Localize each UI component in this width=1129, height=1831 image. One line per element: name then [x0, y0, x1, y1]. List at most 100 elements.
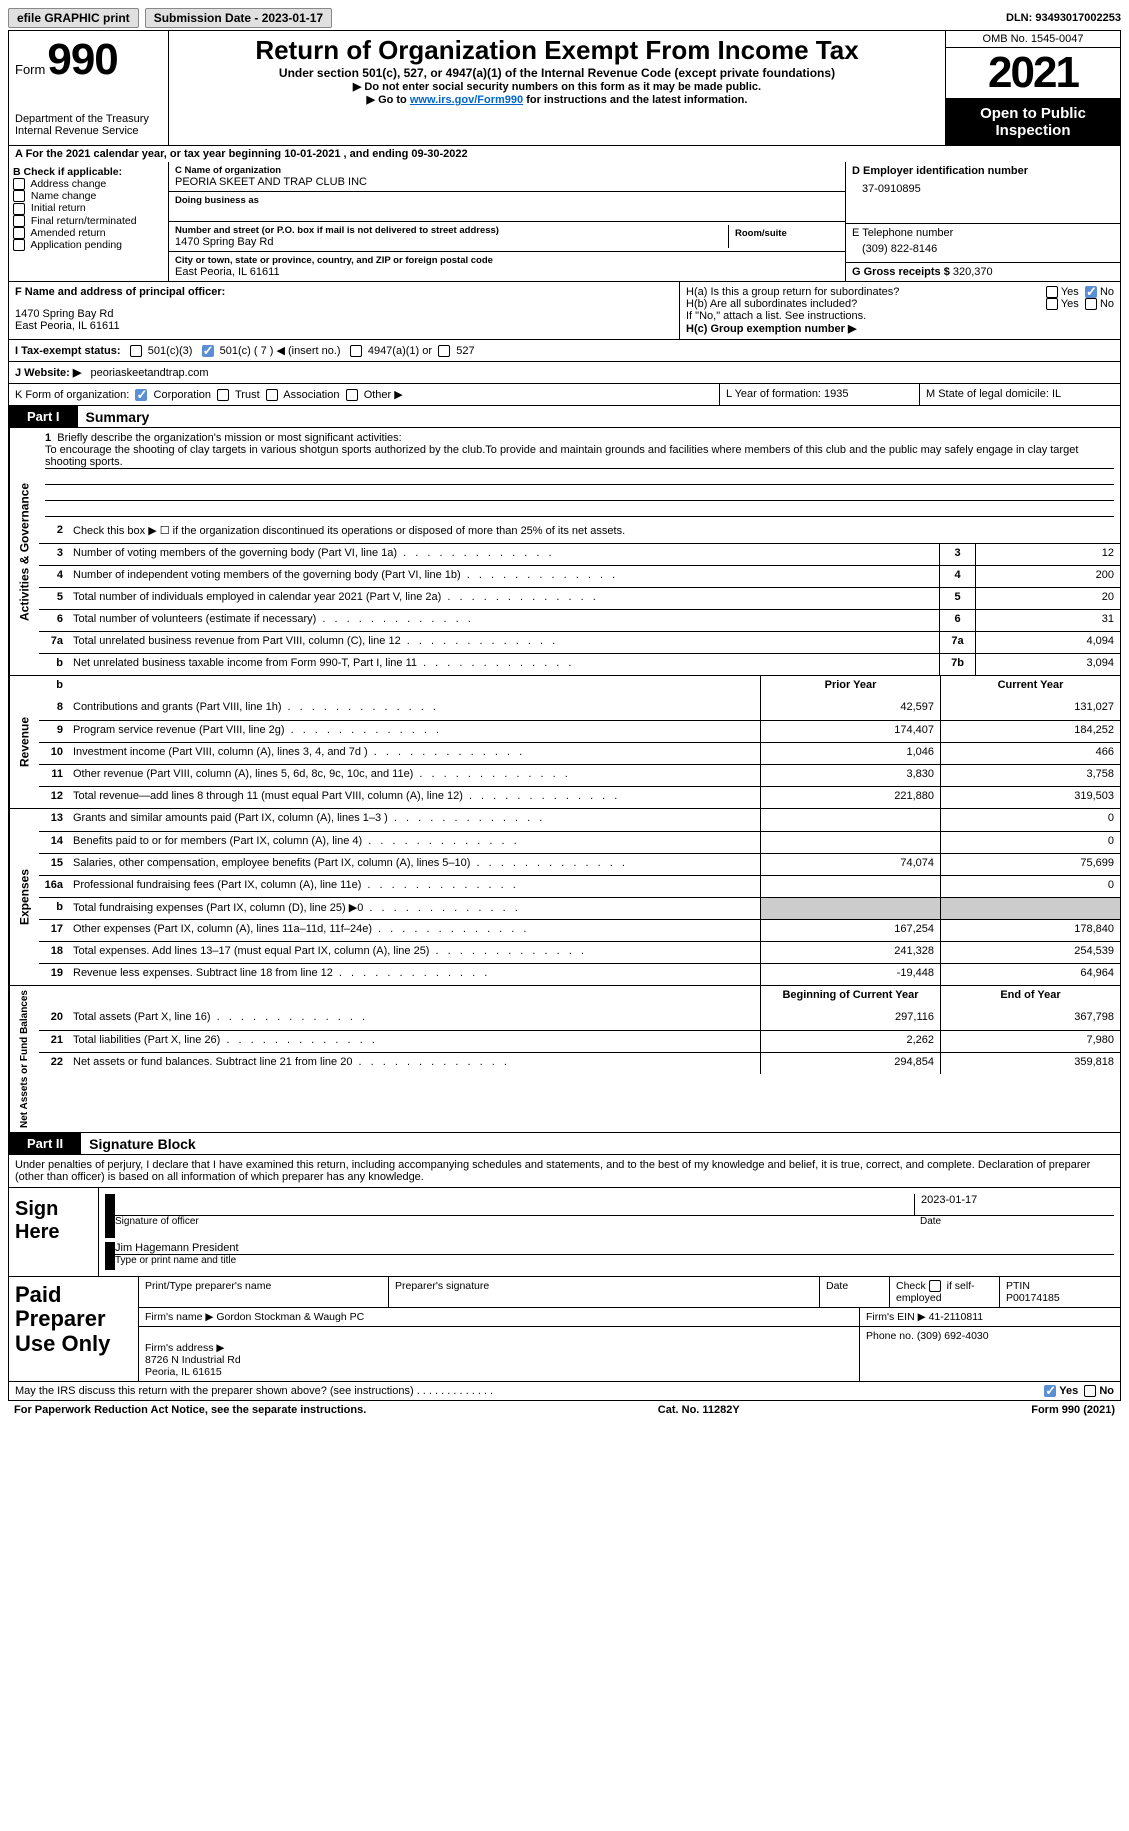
street-address: 1470 Spring Bay Rd [175, 236, 728, 248]
discuss-row: May the IRS discuss this return with the… [8, 1382, 1121, 1401]
firm-name-label: Firm's name ▶ [145, 1311, 213, 1323]
527-label: 527 [456, 345, 474, 357]
city-state-zip: East Peoria, IL 61611 [175, 266, 839, 278]
k-label: K Form of organization: [15, 389, 129, 401]
website-label: J Website: ▶ [15, 367, 81, 379]
rev-section: Revenue b Prior Year Current Year 8Contr… [8, 676, 1121, 809]
name-label: C Name of organization [175, 165, 839, 176]
instr2-pre: ▶ Go to [367, 94, 410, 106]
efile-button[interactable]: efile GRAPHIC print [8, 8, 139, 28]
other-label: Other ▶ [364, 389, 403, 401]
arrow-icon [105, 1194, 115, 1238]
row-fgh: F Name and address of principal officer:… [8, 282, 1121, 340]
b-checkbox[interactable] [13, 227, 25, 239]
website-row: J Website: ▶ peoriaskeetandtrap.com [8, 362, 1121, 384]
status-row: I Tax-exempt status: 501(c)(3) 501(c) ( … [8, 340, 1121, 362]
assoc-checkbox[interactable] [266, 389, 278, 401]
room-label: Room/suite [735, 228, 833, 239]
form-word: Form [15, 62, 45, 77]
col-b: B Check if applicable: Address change Na… [9, 162, 169, 281]
ptin-label: PTIN [1006, 1280, 1030, 1292]
summary-line: 7aTotal unrelated business revenue from … [39, 631, 1120, 653]
4947-checkbox[interactable] [350, 345, 362, 357]
dln-text: DLN: 93493017002253 [1006, 12, 1121, 24]
part2-header: Part II Signature Block [8, 1133, 1121, 1155]
501c3-label: 501(c)(3) [148, 345, 193, 357]
hb-yes-checkbox[interactable] [1046, 298, 1058, 310]
line1-label: Briefly describe the organization's miss… [57, 432, 401, 444]
gov-vlabel: Activities & Governance [9, 428, 39, 675]
ha-no-checkbox[interactable] [1085, 286, 1097, 298]
summary-line: 10Investment income (Part VIII, column (… [39, 742, 1120, 764]
501c-checkbox[interactable] [202, 345, 214, 357]
korg-row: K Form of organization: Corporation Trus… [8, 384, 1121, 406]
open-public: Open to Public Inspection [946, 99, 1120, 145]
l-year: L Year of formation: 1935 [720, 384, 920, 405]
no-label: No [1100, 286, 1114, 298]
sign-here-label: Sign Here [9, 1188, 99, 1276]
summary-line: 8Contributions and grants (Part VIII, li… [39, 698, 1120, 720]
527-checkbox[interactable] [438, 345, 450, 357]
summary-line: 16aProfessional fundraising fees (Part I… [39, 875, 1120, 897]
paperwork-notice: For Paperwork Reduction Act Notice, see … [14, 1404, 366, 1416]
begin-header: Beginning of Current Year [760, 986, 940, 1008]
tel-value: (309) 822-8146 [852, 239, 1114, 259]
firm-addr-label: Firm's address ▶ [145, 1342, 225, 1354]
yes-label3: Yes [1059, 1385, 1078, 1397]
b-checkbox[interactable] [13, 239, 25, 251]
corp-label: Corporation [154, 389, 211, 401]
b-checkbox[interactable] [13, 190, 25, 202]
arrow-icon2 [105, 1242, 115, 1270]
cat-no: Cat. No. 11282Y [658, 1404, 740, 1416]
corp-checkbox[interactable] [135, 389, 147, 401]
submission-button[interactable]: Submission Date - 2023-01-17 [145, 8, 332, 28]
type-name-label: Type or print name and title [115, 1255, 1114, 1266]
form-number: 990 [47, 35, 117, 85]
header-center: Return of Organization Exempt From Incom… [169, 31, 945, 145]
discuss-yes-checkbox[interactable] [1044, 1385, 1056, 1397]
other-checkbox[interactable] [346, 389, 358, 401]
b-label: B Check if applicable: [13, 166, 164, 178]
b-checkbox[interactable] [13, 203, 25, 215]
b-checkbox[interactable] [13, 178, 25, 190]
top-bar: efile GRAPHIC print Submission Date - 20… [8, 8, 1121, 28]
trust-checkbox[interactable] [217, 389, 229, 401]
ein-label: D Employer identification number [852, 165, 1114, 177]
b-checkbox[interactable] [13, 215, 25, 227]
summary-line: 13Grants and similar amounts paid (Part … [39, 809, 1120, 831]
discuss-text: May the IRS discuss this return with the… [15, 1385, 1044, 1397]
gross-value: 320,370 [953, 266, 993, 278]
header-left: Form 990 Department of the Treasury Inte… [9, 31, 169, 145]
summary-line: 17Other expenses (Part IX, column (A), l… [39, 919, 1120, 941]
irs-link[interactable]: www.irs.gov/Form990 [410, 94, 523, 106]
hb-label: H(b) Are all subordinates included? [686, 298, 1046, 310]
firm-name: Gordon Stockman & Waugh PC [216, 1311, 364, 1323]
penalty-text: Under penalties of perjury, I declare th… [9, 1155, 1120, 1187]
summary-line: 20Total assets (Part X, line 16)297,1163… [39, 1008, 1120, 1030]
prior-header: Prior Year [760, 676, 940, 698]
discuss-no-checkbox[interactable] [1084, 1385, 1096, 1397]
ein-value: 37-0910895 [852, 177, 1114, 201]
no-label3: No [1099, 1385, 1114, 1397]
dept-text: Department of the Treasury Internal Reve… [15, 113, 162, 137]
current-header: Current Year [940, 676, 1120, 698]
instr2-post: for instructions and the latest informat… [523, 94, 747, 106]
sig-date: 2023-01-17 [914, 1194, 1114, 1216]
check-label: Check [896, 1280, 926, 1292]
part1-tab: Part I [9, 406, 78, 427]
4947-label: 4947(a)(1) or [368, 345, 432, 357]
sig-officer-label: Signature of officer [115, 1216, 914, 1227]
line1-num: 1 [45, 432, 51, 444]
form-footer: Form 990 (2021) [1031, 1404, 1115, 1416]
summary-line: 9Program service revenue (Part VIII, lin… [39, 720, 1120, 742]
summary-line: 18Total expenses. Add lines 13–17 (must … [39, 941, 1120, 963]
501c3-checkbox[interactable] [130, 345, 142, 357]
hb-no-checkbox[interactable] [1085, 298, 1097, 310]
self-employed-checkbox[interactable] [929, 1280, 941, 1292]
mission-text: To encourage the shooting of clay target… [45, 444, 1114, 469]
instr2: ▶ Go to www.irs.gov/Form990 for instruct… [177, 93, 937, 106]
date-label: Date [914, 1216, 1114, 1227]
addr-label: Number and street (or P.O. box if mail i… [175, 225, 728, 236]
summary-line: 6Total number of volunteers (estimate if… [39, 609, 1120, 631]
ha-yes-checkbox[interactable] [1046, 286, 1058, 298]
